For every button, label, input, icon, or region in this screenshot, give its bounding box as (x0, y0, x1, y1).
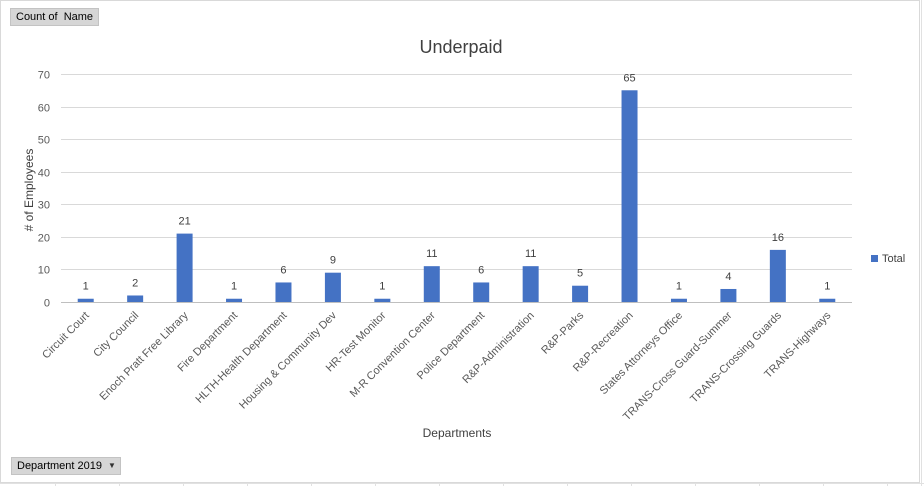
x-tick-label: States Attorneys Office (598, 310, 685, 397)
x-tick-label: City Council (91, 310, 141, 360)
bar-data-label: 5 (577, 268, 583, 280)
bar-data-label: 1 (83, 281, 89, 293)
bar-data-label: 9 (330, 255, 336, 267)
department-filter-button[interactable]: Department 2019 ▼ (11, 457, 121, 475)
legend[interactable]: Total (871, 253, 905, 265)
bar-data-label: 1 (231, 281, 237, 293)
chart-title: Underpaid (419, 37, 502, 57)
x-tick-label: HLTH-Health Department (193, 310, 289, 406)
bar[interactable] (720, 288, 737, 302)
bar[interactable] (522, 266, 539, 302)
x-tick-label: R&P-Parks (539, 309, 586, 356)
bar-data-label: 65 (623, 72, 635, 84)
bar-data-label: 6 (280, 264, 286, 276)
x-tick-label: M-R Convention Center (348, 309, 438, 399)
bar-data-label: 4 (725, 271, 731, 283)
dropdown-arrow-icon: ▼ (108, 461, 116, 470)
bar[interactable] (275, 282, 292, 302)
bar[interactable] (670, 298, 687, 302)
bar-data-label: 6 (478, 264, 484, 276)
legend-swatch-total (871, 255, 878, 262)
bar-data-label: 1 (676, 281, 682, 293)
x-tick-label: Circuit Court (40, 310, 92, 362)
y-tick-label: 70 (38, 70, 50, 82)
bar[interactable] (176, 233, 193, 302)
bar[interactable] (621, 90, 638, 303)
y-tick-label: 30 (38, 200, 50, 212)
bar[interactable] (127, 295, 144, 302)
y-axis-label: # of Employees (22, 149, 36, 232)
bar-data-label: 1 (824, 281, 830, 293)
bar[interactable] (473, 282, 490, 302)
bar-data-label: 16 (772, 232, 784, 244)
bar[interactable] (572, 285, 589, 302)
y-tick-label: 50 (38, 135, 50, 147)
bar-data-label: 2 (132, 277, 138, 289)
bar-data-label: 11 (426, 248, 437, 260)
x-tick-label: Enoch Pratt Free Library (97, 309, 191, 403)
bar-data-label: 1 (379, 281, 385, 293)
y-tick-label: 0 (44, 298, 50, 310)
bar[interactable] (324, 272, 341, 302)
x-tick-label: Housing & Community Dev (237, 309, 339, 411)
bar-data-label: 21 (178, 216, 190, 228)
y-tick-label: 40 (38, 168, 50, 180)
bar[interactable] (374, 298, 391, 302)
y-tick-label: 60 (38, 103, 50, 115)
value-field-button[interactable]: Count of Name (10, 8, 100, 26)
y-tick-label: 20 (38, 233, 50, 245)
y-axis-ticks: 0 10 20 30 40 50 60 70 (38, 70, 50, 310)
bar[interactable] (819, 298, 836, 302)
bar[interactable] (423, 266, 440, 302)
x-tick-label: TRANS-Crossing Guards (688, 309, 784, 405)
legend-label-total: Total (882, 253, 905, 265)
y-tick-label: 10 (38, 265, 50, 277)
bar[interactable] (226, 298, 243, 302)
department-filter-label: Department 2019 (17, 460, 102, 472)
bar[interactable] (769, 249, 786, 302)
bars (77, 90, 836, 303)
x-axis-label: Departments (423, 426, 492, 440)
bar[interactable] (77, 298, 94, 302)
gridlines (61, 74, 852, 303)
bar-data-label: 11 (525, 248, 536, 260)
